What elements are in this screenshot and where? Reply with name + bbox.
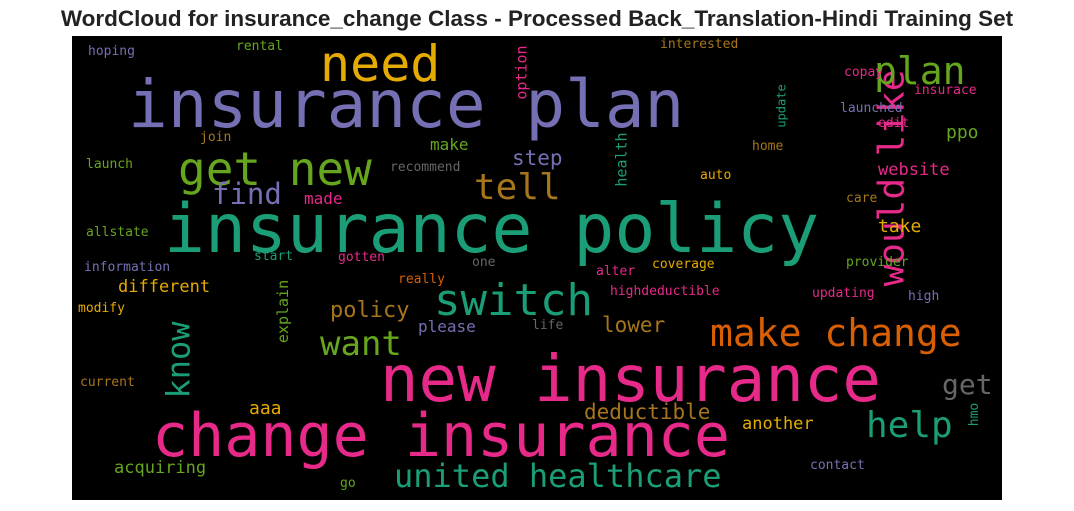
word-hoping: hoping [88, 44, 135, 59]
word-hmo: hmo [967, 402, 983, 427]
word-gotten: gotten [338, 250, 385, 265]
word-cloud: insurance plan insurance policy new insu… [72, 36, 1002, 500]
word-ppo: ppo [946, 122, 979, 143]
word-really: really [398, 272, 445, 287]
word-know: know [159, 321, 198, 399]
word-website: website [878, 160, 950, 180]
word-please: please [418, 317, 476, 336]
word-step: step [512, 146, 563, 170]
word-new-insurance: new insurance [380, 343, 881, 417]
word-information: information [84, 260, 171, 275]
word-update: update [774, 84, 789, 128]
word-plan: plan [874, 49, 966, 93]
word-make: make [430, 135, 469, 154]
word-modify: modify [78, 301, 125, 316]
word-explain: explain [274, 279, 293, 344]
word-high: high [908, 289, 940, 304]
word-highdeductible: highdeductible [610, 284, 720, 299]
word-get: get [942, 368, 993, 401]
word-provider: provider [846, 255, 909, 270]
word-get-new: get new [178, 142, 372, 196]
word-care: care [846, 191, 878, 206]
word-contact: contact [810, 458, 865, 473]
word-acquiring: acquiring [114, 458, 207, 478]
word-health: health [612, 132, 631, 187]
word-life: life [532, 318, 564, 333]
word-join: join [200, 130, 232, 145]
word-interested: interested [660, 37, 739, 52]
word-want: want [320, 324, 402, 364]
word-lower: lower [602, 313, 666, 337]
chart-title: WordCloud for insurance_change Class - P… [60, 6, 1014, 31]
word-launch: launch [86, 157, 133, 172]
word-aaa: aaa [249, 398, 282, 419]
word-made: made [304, 189, 343, 208]
word-start: start [254, 249, 294, 264]
word-coverage: coverage [652, 257, 715, 272]
word-copay: copay [844, 65, 884, 80]
word-home: home [752, 139, 784, 154]
word-deductible: deductible [584, 400, 711, 424]
word-one: one [472, 255, 496, 270]
word-switch: switch [434, 275, 593, 326]
word-take: take [878, 216, 922, 237]
word-alter: alter [596, 264, 636, 279]
word-change-insurance: change insurance [152, 401, 730, 471]
word-auto: auto [700, 168, 732, 183]
word-insurace: insurace [914, 83, 977, 98]
word-need: need [320, 36, 441, 93]
word-go: go [340, 476, 356, 491]
word-another: another [742, 414, 814, 434]
word-find: find [212, 177, 282, 211]
word-edit: edit [878, 116, 910, 131]
word-updating: updating [812, 286, 875, 301]
word-option: option [512, 45, 531, 100]
word-insurance-plan: insurance plan [128, 66, 685, 143]
word-help: help [866, 405, 953, 446]
word-recommend: recommend [390, 160, 461, 175]
word-rental: rental [236, 39, 283, 54]
word-current: current [80, 375, 135, 390]
word-policy: policy [330, 298, 410, 323]
word-different: different [118, 277, 211, 297]
word-tell: tell [474, 167, 561, 208]
word-make-change: make change [710, 311, 962, 355]
word-allstate: allstate [86, 225, 149, 240]
word-launched: launched [840, 101, 903, 116]
word-united-healthcare: united healthcare [394, 457, 722, 495]
word-insurance-policy: insurance policy [164, 190, 820, 269]
